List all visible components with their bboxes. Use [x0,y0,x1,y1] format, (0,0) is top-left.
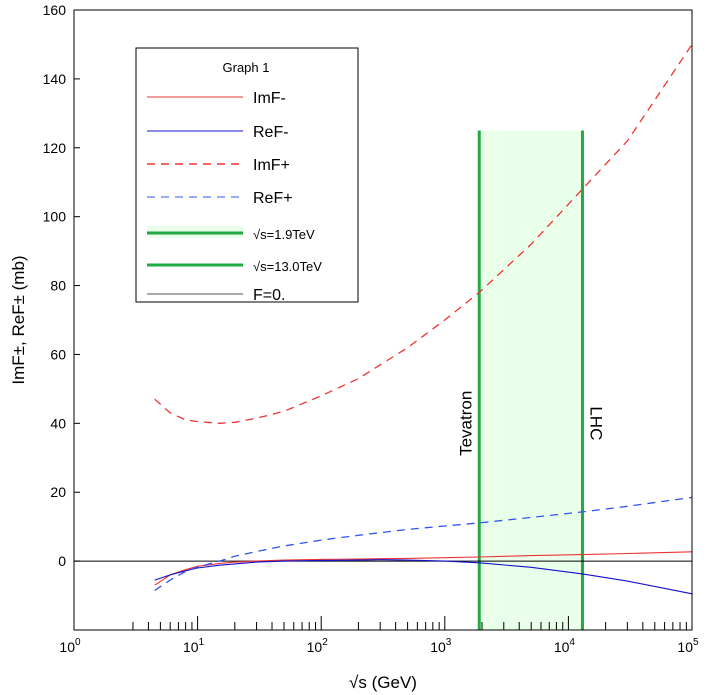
y-tick-label: 120 [43,140,67,156]
legend-entry: √s=13.0TeV [147,259,322,274]
x-tick-label: 100 [59,637,81,655]
annotation-lhc: LHC [586,406,605,440]
legend-label: √s=13.0TeV [253,259,322,274]
legend: Graph 1 ImF- ReF- ImF+ ReF+ √s=1.9TeV √s=13.0… [135,47,359,304]
y-tick-label: 40 [50,415,66,431]
x-axis-title: √s (GeV) [349,673,417,692]
y-tick-label: 80 [50,278,66,294]
legend-entries: ImF- ReF- ImF+ ReF+ √s=1.9TeV √s=13.0TeV F=0. [147,90,322,304]
legend-label: ReF+ [253,190,293,207]
y-axis: 0 20 40 60 80 100 120 140 160 [43,2,80,569]
x-tick-label: 103 [430,637,452,655]
x-tick-label: 101 [183,637,205,655]
y-tick-label: 140 [43,71,67,87]
series-layer [154,44,693,595]
y-tick-label: 100 [43,209,67,225]
legend-title: Graph 1 [223,60,270,75]
y-axis-title: ImF±, ReF± (mb) [9,255,28,384]
legend-entry: √s=1.9TeV [147,226,315,242]
y-tick-label: 160 [43,2,67,18]
y-tick-label: 60 [50,346,66,362]
legend-label: √s=1.9TeV [253,227,315,242]
x-minor-ticks [132,622,687,630]
annotation-tevatron: Tevatron [456,391,475,456]
legend-entry: ImF+ [147,157,290,174]
series-ref-plus [154,496,693,591]
legend-box [135,47,359,303]
frequency-bands [477,130,584,631]
x-tick-label: 105 [677,637,699,655]
legend-entry: F=0. [147,287,285,304]
legend-entry: ImF- [147,90,286,107]
x-tick-label: 102 [307,637,329,655]
series-imf-plus [154,44,693,424]
legend-label: ReF- [253,124,289,141]
legend-label: ImF+ [253,157,290,174]
legend-entry: ReF+ [147,190,293,207]
series-imf-minus [154,551,693,586]
y-tick-label: 0 [58,553,66,569]
annotations: Tevatron LHC [456,391,605,456]
legend-label: F=0. [253,287,285,304]
y-tick-label: 20 [50,484,66,500]
plot-frame [73,9,693,631]
series-ref-minus [154,559,693,595]
band-fill-0 [479,130,583,631]
legend-entry: ReF- [147,124,289,141]
x-tick-label: 104 [554,637,576,655]
legend-label: ImF- [253,90,286,107]
x-axis: 100 101 102 103 104 105 [59,616,699,655]
